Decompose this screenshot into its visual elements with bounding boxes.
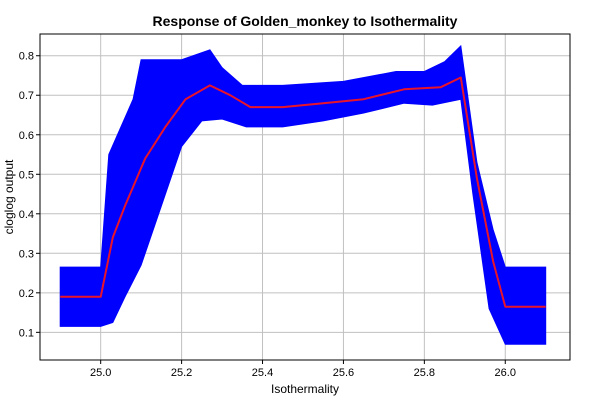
line-layer xyxy=(60,76,546,308)
x-tick-label: 25.4 xyxy=(252,367,273,379)
x-axis-label: Isothermality xyxy=(271,382,339,396)
y-tick-label: 0.5 xyxy=(19,169,34,181)
mean-response-line xyxy=(60,76,546,308)
y-axis-label: cloglog output xyxy=(2,159,16,234)
chart-title: Response of Golden_monkey to Isothermali… xyxy=(152,13,458,29)
x-tick-label: 25.2 xyxy=(171,367,192,379)
tick-layer: 25.0 25.2 25.4 25.6 25.8 26.0 0.1 0.2 0.3 0.4 0.5 0… xyxy=(19,51,516,379)
plot-frame xyxy=(39,33,571,361)
confidence-band xyxy=(59,44,547,345)
band-layer xyxy=(59,44,547,345)
y-tick-label: 0.1 xyxy=(19,327,34,339)
y-tick-label: 0.3 xyxy=(19,248,34,260)
y-tick-label: 0.6 xyxy=(19,130,34,142)
x-tick-label: 25.0 xyxy=(90,367,111,379)
x-tick-label: 25.8 xyxy=(414,367,435,379)
y-tick-label: 0.8 xyxy=(19,51,34,63)
y-tick-label: 0.4 xyxy=(19,209,34,221)
x-tick-label: 25.6 xyxy=(333,367,354,379)
y-tick-label: 0.7 xyxy=(19,90,34,102)
x-tick-label: 26.0 xyxy=(495,367,516,379)
y-tick-label: 0.2 xyxy=(19,288,34,300)
